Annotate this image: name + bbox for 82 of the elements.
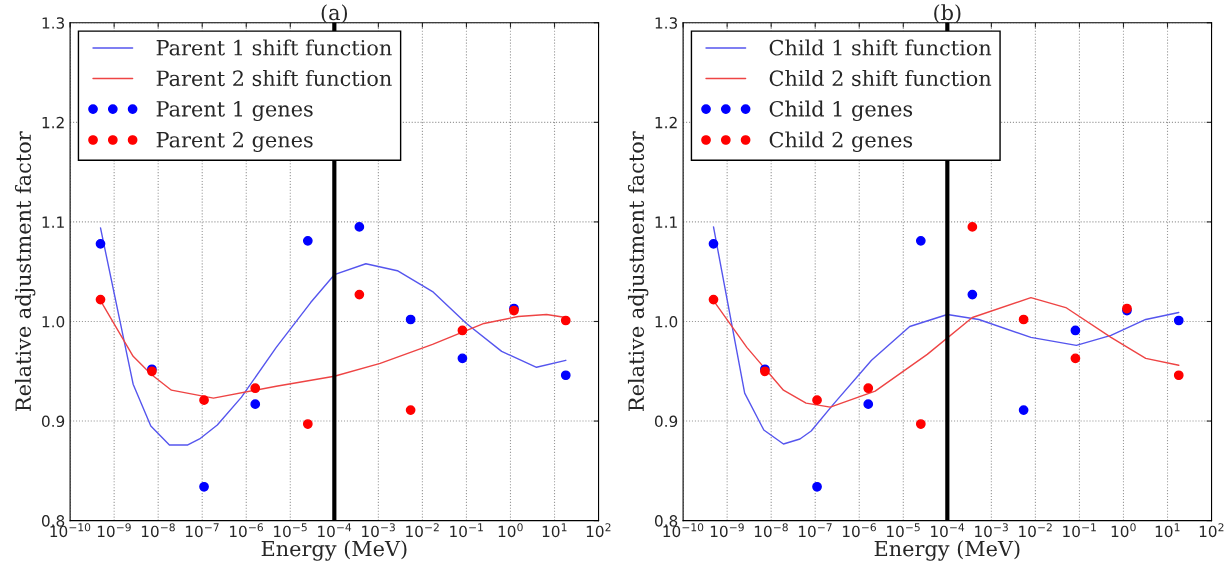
x-tick-label: 10$^{−1}$ bbox=[1063, 523, 1096, 538]
y-tick-label: 1.1 bbox=[655, 216, 677, 228]
point bbox=[915, 235, 926, 246]
x-tick-label: 10$^{−9}$ bbox=[710, 523, 744, 538]
point bbox=[354, 289, 365, 300]
y-tick-label: 1.0 bbox=[655, 315, 678, 328]
x-tick-label: 10$^{0}$ bbox=[498, 523, 523, 538]
x-tick-label: 10$^{1}$ bbox=[542, 523, 567, 538]
x-tick-label: 10$^{−4}$ bbox=[931, 523, 965, 538]
legend-label: Parent 2 genes bbox=[156, 131, 313, 152]
point bbox=[250, 383, 261, 394]
y-tick-label: 1.3 bbox=[42, 17, 65, 29]
x-tick-label: 10$^{−6}$ bbox=[229, 523, 263, 538]
point bbox=[1070, 325, 1081, 336]
point bbox=[405, 314, 416, 325]
point bbox=[560, 315, 571, 326]
x-tick-label: 10$^{2}$ bbox=[586, 523, 611, 538]
x-tick-label: 10$^{−4}$ bbox=[318, 523, 352, 538]
point bbox=[812, 481, 822, 492]
x-tick-label: 10$^{−2}$ bbox=[1019, 523, 1052, 538]
x-tick-label: 10$^{−8}$ bbox=[754, 523, 788, 538]
point bbox=[560, 370, 571, 381]
y-tick-label: 1.2 bbox=[655, 116, 677, 129]
point bbox=[812, 395, 822, 406]
point bbox=[405, 405, 416, 415]
point bbox=[1018, 314, 1029, 325]
legend-label: Child 1 shift function bbox=[769, 39, 992, 56]
point bbox=[457, 353, 468, 364]
point bbox=[967, 222, 978, 232]
point bbox=[199, 395, 209, 406]
y-tick-label: 1.2 bbox=[42, 116, 64, 129]
y-tick-label: 0.9 bbox=[41, 415, 65, 428]
point bbox=[457, 325, 468, 336]
x-tick-label: 10$^{−8}$ bbox=[141, 523, 175, 538]
point bbox=[863, 383, 874, 394]
point bbox=[708, 238, 719, 249]
x-tick-label: 10$^{−5}$ bbox=[887, 523, 920, 538]
point bbox=[863, 399, 874, 409]
point bbox=[354, 222, 365, 232]
point bbox=[1070, 353, 1081, 364]
x-tick-label: 10$^{−7}$ bbox=[798, 523, 832, 538]
y-tick-label: 0.9 bbox=[654, 415, 678, 428]
point bbox=[1173, 370, 1184, 381]
point bbox=[1018, 405, 1029, 415]
point bbox=[302, 235, 313, 246]
point bbox=[302, 419, 313, 429]
x-tick-label: 10$^{2}$ bbox=[1199, 523, 1224, 538]
x-tick-label: 10$^{−1}$ bbox=[450, 523, 483, 538]
y-tick-label: 1.1 bbox=[42, 216, 64, 228]
legend-label: Parent 2 shift function bbox=[156, 70, 392, 87]
x-tick-label: 10$^{1}$ bbox=[1155, 523, 1180, 538]
x-tick-label: 10$^{−6}$ bbox=[842, 523, 876, 538]
point bbox=[95, 238, 106, 249]
point bbox=[915, 419, 926, 429]
y-tick-label: 0.8 bbox=[41, 515, 65, 527]
y-axis-title: Relative adjustment factor bbox=[14, 131, 36, 411]
chart-title: (a) bbox=[321, 4, 348, 24]
point bbox=[95, 294, 106, 305]
legend-label: Child 2 shift function bbox=[769, 70, 992, 87]
point bbox=[199, 481, 209, 492]
x-tick-label: 10$^{0}$ bbox=[1111, 523, 1136, 538]
y-axis-title: Relative adjustment factor bbox=[627, 131, 649, 411]
legend-label: Child 2 genes bbox=[769, 131, 913, 152]
x-tick-label: 10$^{−7}$ bbox=[185, 523, 219, 538]
x-axis-title: Energy (MeV) bbox=[261, 540, 407, 561]
y-tick-label: 1.3 bbox=[655, 17, 678, 29]
point bbox=[1173, 315, 1184, 326]
point bbox=[250, 399, 261, 409]
point bbox=[708, 294, 719, 305]
chart-title: (b) bbox=[934, 4, 961, 24]
x-tick-label: 10$^{−3}$ bbox=[975, 523, 1008, 538]
point bbox=[967, 289, 978, 300]
legend-label: Parent 1 genes bbox=[156, 100, 313, 122]
x-tick-label: 10$^{−2}$ bbox=[406, 523, 439, 538]
x-tick-label: 10$^{−9}$ bbox=[97, 523, 131, 538]
x-axis-title: Energy (MeV) bbox=[874, 540, 1020, 561]
y-tick-label: 0.8 bbox=[654, 515, 678, 527]
x-tick-label: 10$^{−3}$ bbox=[362, 523, 395, 538]
legend-label: Child 1 genes bbox=[769, 100, 913, 122]
x-tick-label: 10$^{−5}$ bbox=[274, 523, 307, 538]
y-tick-label: 1.0 bbox=[42, 315, 65, 328]
legend-label: Parent 1 shift function bbox=[156, 39, 392, 56]
